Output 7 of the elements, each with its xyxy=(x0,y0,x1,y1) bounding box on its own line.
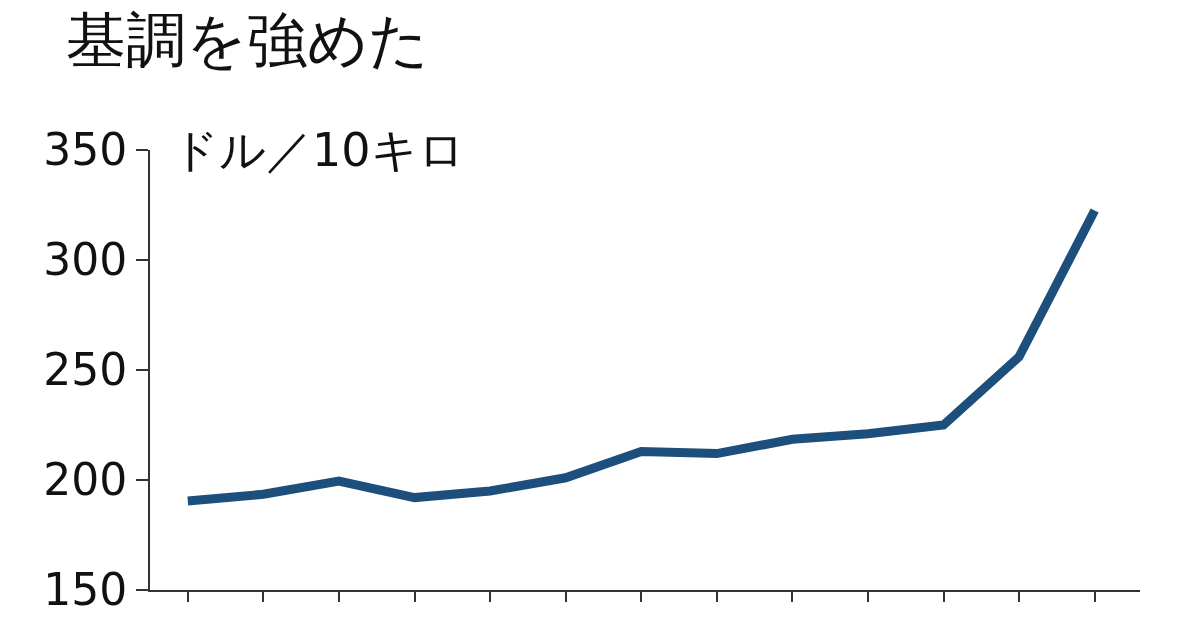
chart-title: 基調を強めた xyxy=(66,4,429,75)
y-tick-label: 300 xyxy=(43,234,128,286)
y-axis-title: ドル／10キロ xyxy=(172,123,465,177)
y-tick-label: 250 xyxy=(43,344,128,396)
y-tick-label: 150 xyxy=(43,564,128,616)
y-tick-label: 350 xyxy=(43,124,128,176)
y-tick-label: 200 xyxy=(43,454,128,506)
